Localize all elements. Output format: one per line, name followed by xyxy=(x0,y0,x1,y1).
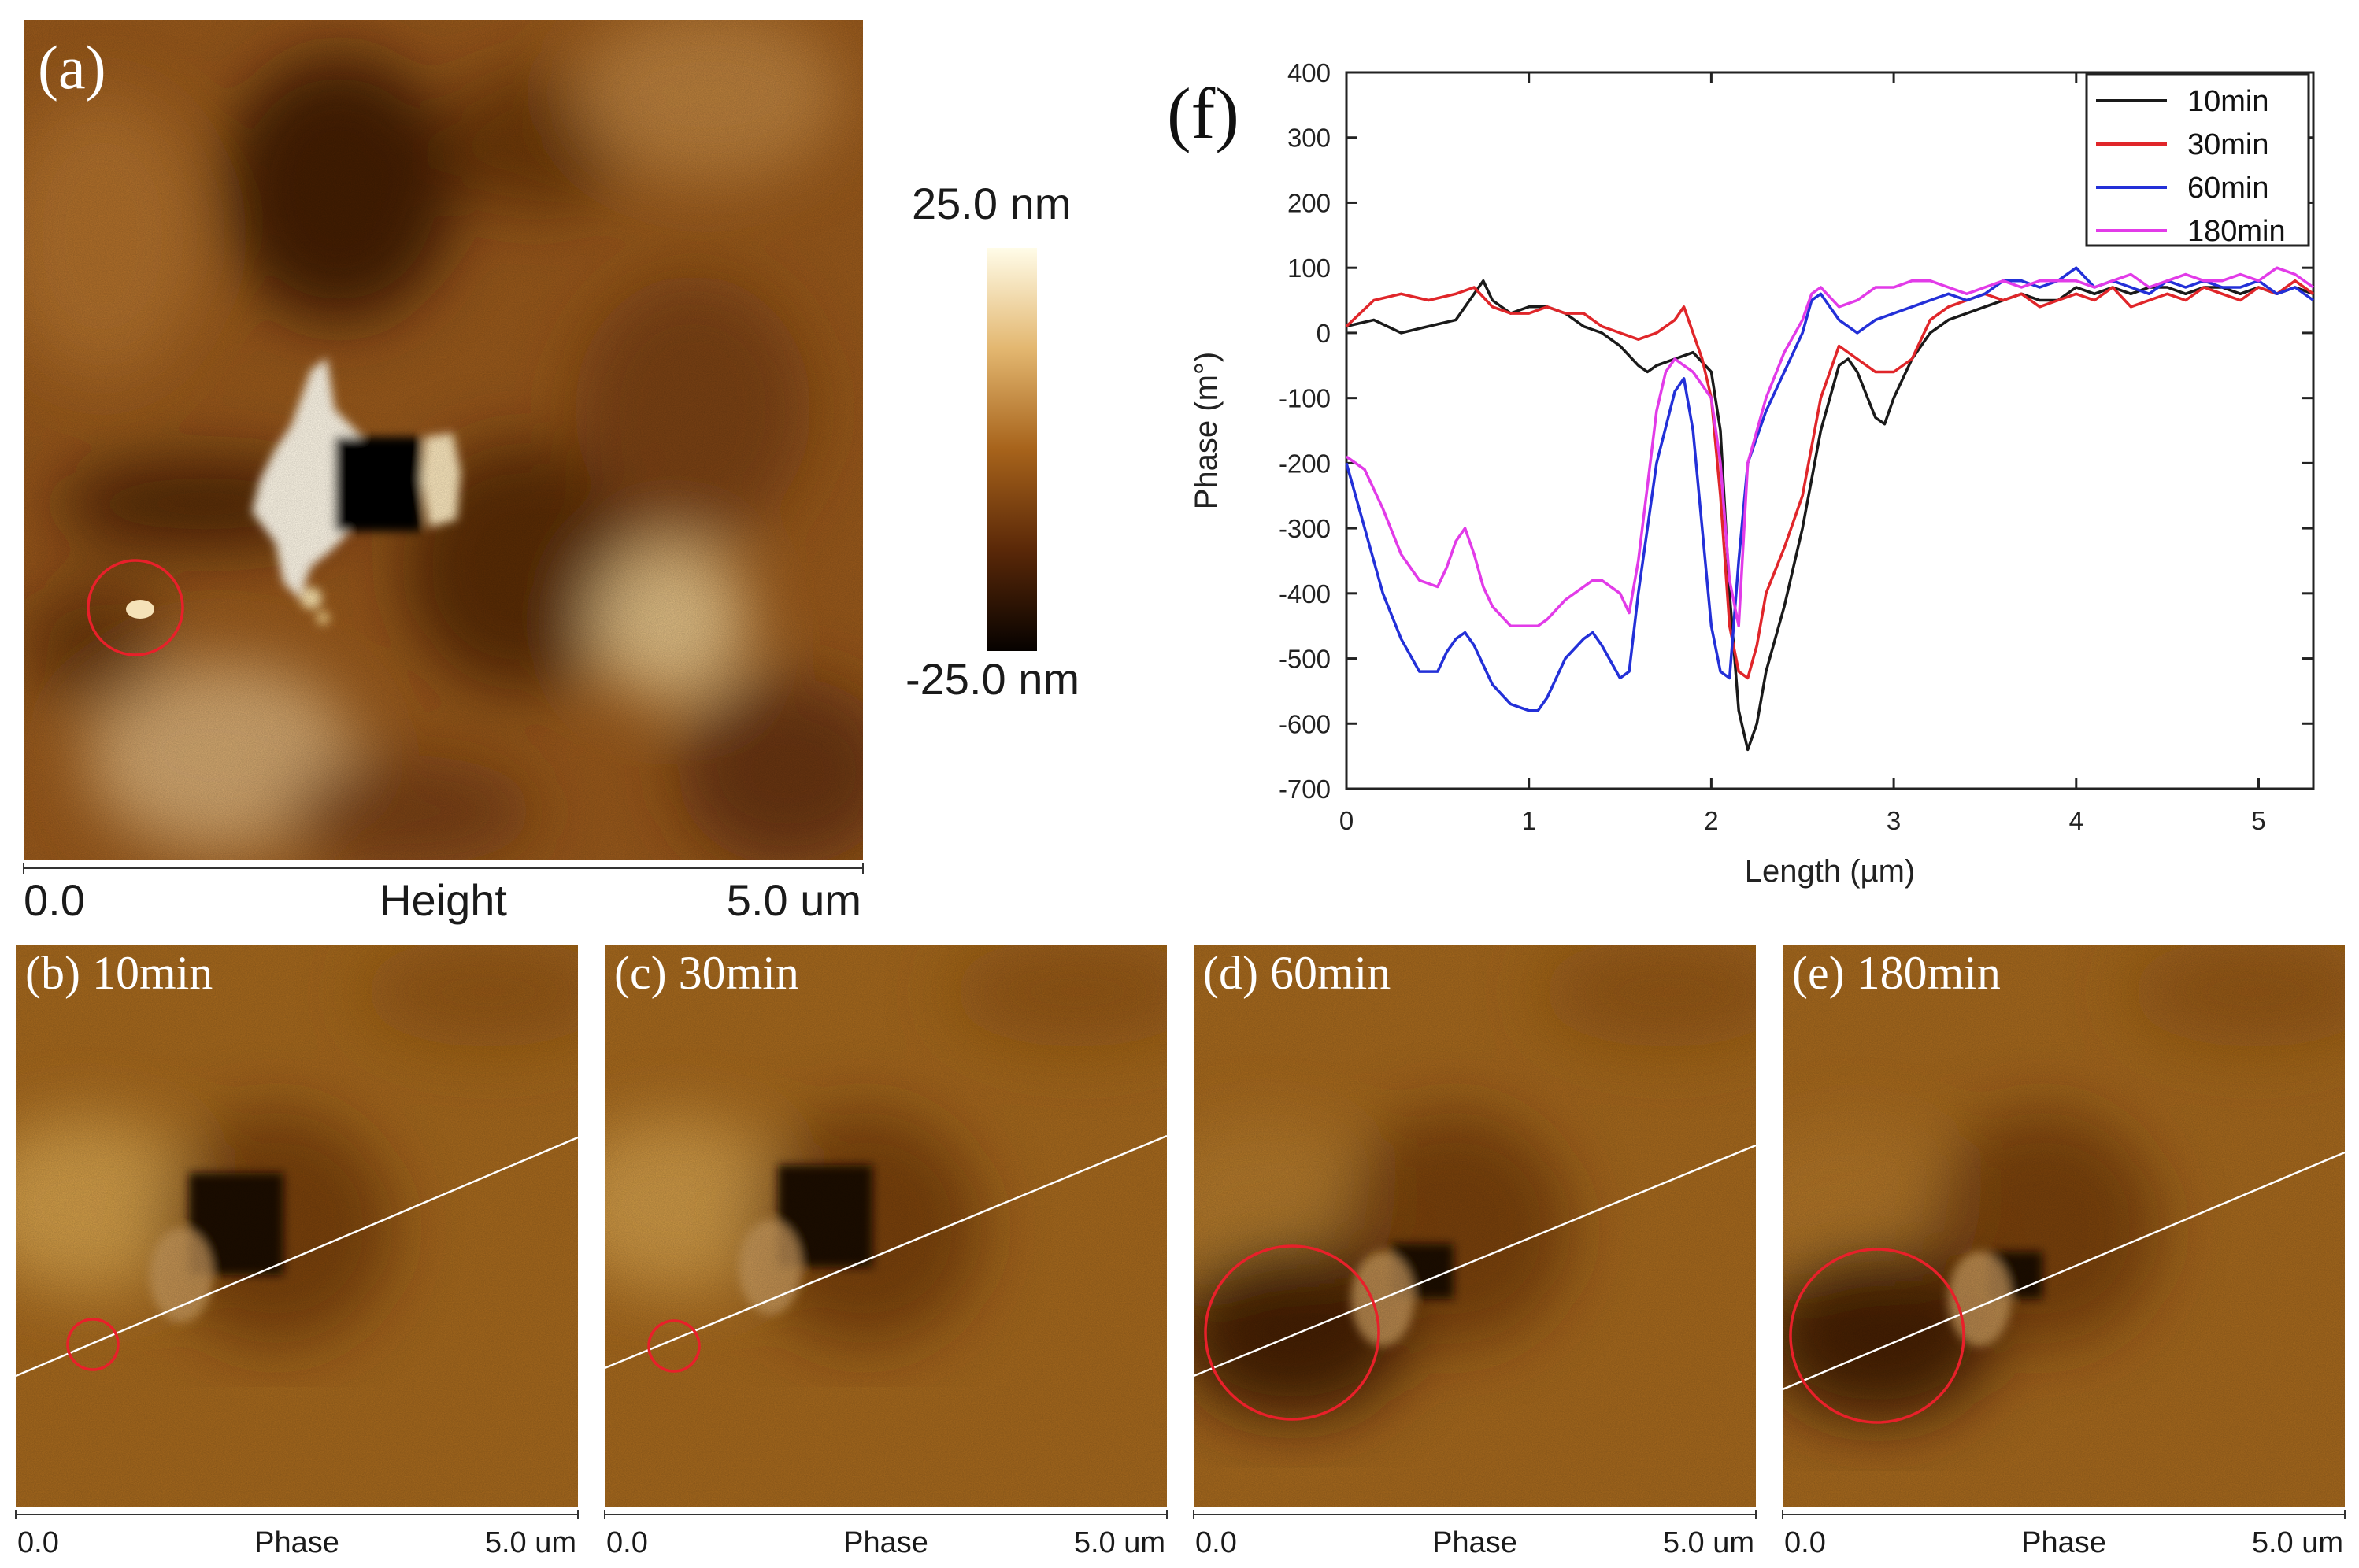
chart-ylabel: Phase (m°) xyxy=(1189,352,1224,510)
annotation-circle xyxy=(66,1318,120,1371)
panel-a-axis-end: 5.0 um xyxy=(727,875,861,925)
panel-a-axis-start: 0.0 xyxy=(24,875,85,925)
y-tick-label: -600 xyxy=(1279,709,1331,738)
y-tick-label: 0 xyxy=(1317,319,1331,348)
phase-axis-title: Phase xyxy=(1432,1526,1517,1559)
phase-axis-title: Phase xyxy=(254,1526,339,1559)
annotation-circle xyxy=(647,1319,701,1373)
chart-plot-area xyxy=(1345,71,2315,790)
chart-legend: 10min 30min 60min 180min xyxy=(2085,72,2310,248)
panel-a-axis: 0.0 Height 5.0 um xyxy=(23,863,864,925)
phase-panel-axis: 0.0 Phase 5.0 um xyxy=(1193,1510,1757,1559)
legend-label-60min: 60min xyxy=(2187,172,2269,205)
phase-profile-chart: 400 300 200 100 0 -100 -200 -300 -400 -500 -600 -70… xyxy=(1189,58,2315,889)
legend-label-30min: 30min xyxy=(2187,128,2269,161)
phase-panel-label: (e) 180min xyxy=(1792,947,2001,999)
phase-panel-axis: 0.0 Phase 5.0 um xyxy=(15,1510,579,1559)
colorbar-max-label: 25.0 nm xyxy=(912,179,1071,228)
x-tick-label: 2 xyxy=(1704,806,1718,835)
x-tick-label: 0 xyxy=(1339,806,1354,835)
x-tick-label: 3 xyxy=(1887,806,1901,835)
series-line-180min xyxy=(1345,266,2315,627)
legend-label-10min: 10min xyxy=(2187,85,2269,118)
scan-line xyxy=(604,1134,1168,1370)
phase-panel-label: (b) 10min xyxy=(25,947,213,999)
series-line-30min xyxy=(1345,279,2315,680)
y-tick-label: -300 xyxy=(1279,514,1331,543)
legend-label-180min: 180min xyxy=(2187,215,2286,248)
x-tick-label: 1 xyxy=(1522,806,1536,835)
phase-panel-label: (d) 60min xyxy=(1203,947,1391,999)
height-colorbar xyxy=(987,248,1037,651)
panel-a-label: (a) xyxy=(38,33,106,102)
panel-a-annotation-circle xyxy=(87,559,184,656)
y-tick-label: -100 xyxy=(1279,384,1331,413)
phase-axis-end: 5.0 um xyxy=(2252,1526,2343,1559)
chart-xlabel: Length (µm) xyxy=(1745,854,1915,889)
scan-line xyxy=(1193,1144,1757,1378)
phase-axis-end: 5.0 um xyxy=(1663,1526,1754,1559)
panel-a-axis-title: Height xyxy=(380,875,507,925)
phase-panel-4: (e) 180min 0.0 Phase 5.0 um xyxy=(1782,945,2346,1559)
y-tick-label: 100 xyxy=(1287,253,1331,283)
phase-axis-start: 0.0 xyxy=(606,1526,648,1559)
y-tick-label: -400 xyxy=(1279,579,1331,608)
phase-axis-title: Phase xyxy=(843,1526,928,1559)
y-tick-label: -700 xyxy=(1279,775,1331,804)
annotation-circle xyxy=(1789,1248,1965,1424)
y-tick-label: 200 xyxy=(1287,188,1331,217)
y-tick-label: 400 xyxy=(1287,58,1331,87)
series-line-10min xyxy=(1346,279,2314,752)
phase-panel-label: (c) 30min xyxy=(614,947,799,999)
annotation-circle xyxy=(1204,1244,1380,1421)
phase-axis-end: 5.0 um xyxy=(485,1526,576,1559)
x-tick-label: 5 xyxy=(2251,806,2265,835)
series-line-60min xyxy=(1345,266,2315,712)
phase-panel-2: (c) 30min 0.0 Phase 5.0 um xyxy=(604,945,1168,1559)
phase-panel-3: (d) 60min 0.0 Phase 5.0 um xyxy=(1193,945,1757,1559)
y-tick-label: -500 xyxy=(1279,645,1331,674)
y-tick-label: -200 xyxy=(1279,449,1331,478)
x-tick-label: 4 xyxy=(2069,806,2083,835)
scan-line xyxy=(15,1136,579,1378)
y-tick-label: 300 xyxy=(1287,124,1331,153)
phase-panel-axis: 0.0 Phase 5.0 um xyxy=(604,1510,1168,1559)
colorbar-min-label: -25.0 nm xyxy=(905,654,1080,704)
phase-axis-title: Phase xyxy=(2021,1526,2106,1559)
phase-axis-start: 0.0 xyxy=(1195,1526,1237,1559)
panel-a-height-image xyxy=(24,20,863,860)
phase-axis-start: 0.0 xyxy=(17,1526,59,1559)
phase-panel-1: (b) 10min 0.0 Phase 5.0 um xyxy=(15,945,579,1559)
phase-axis-end: 5.0 um xyxy=(1074,1526,1165,1559)
scan-line xyxy=(1782,1151,2346,1391)
phase-panel-axis: 0.0 Phase 5.0 um xyxy=(1782,1510,2346,1559)
panel-f-label: (f) xyxy=(1167,73,1239,153)
phase-axis-start: 0.0 xyxy=(1784,1526,1826,1559)
